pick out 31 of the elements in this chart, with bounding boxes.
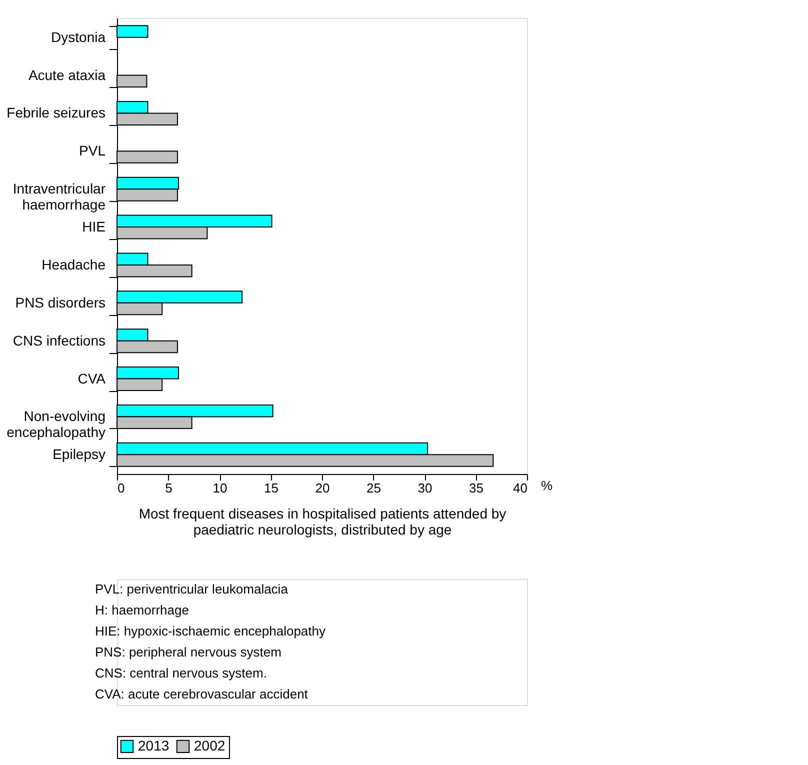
text: CVA: acute cerebrovascular accident — [95, 686, 308, 702]
legend-label: 2002 — [194, 737, 226, 754]
x-tick-label: 40 — [513, 480, 528, 496]
y-tick-label: Intraventricular haemorrhage — [12, 180, 106, 213]
x-tick-label: 20 — [315, 480, 330, 496]
x-tick-label: 25 — [366, 480, 381, 496]
x-tick-label: 5 — [165, 480, 172, 496]
text: PVL: periventricular leukomalacia — [95, 582, 289, 596]
text: HIE: hypoxic-ischaemic encephalopathy — [95, 624, 326, 638]
y-tick-label: Acute ataxia — [28, 66, 106, 83]
x-tick-label: 35 — [469, 480, 484, 496]
y-tick-label: Headache — [42, 256, 106, 272]
legend-label: 2013 — [138, 737, 170, 754]
y-tick-label: HIE — [82, 218, 106, 235]
x-tick-label: 15 — [264, 480, 278, 496]
y-tick-label: CNS infections — [12, 332, 106, 348]
y-tick-label: Dystonia — [51, 28, 106, 45]
text: PNS: peripheral nervous system — [95, 644, 282, 660]
x-tick-label: 0 — [118, 480, 125, 496]
x-axis-title: Most frequent diseases in hospitalised patients attended by paediatric neurologists, distributed by age — [138, 506, 506, 538]
y-tick-label: Epilepsy — [52, 446, 106, 462]
y-tick-label: PVL — [79, 142, 106, 159]
x-tick-label: 30 — [418, 480, 432, 496]
x-tick-label: 10 — [212, 480, 228, 496]
text: CNS: central nervous system. — [95, 666, 267, 680]
text: H: haemorrhage — [95, 602, 189, 618]
text: % — [541, 478, 553, 493]
y-tick-label: Non-evolving encephalopathy — [6, 408, 106, 440]
y-tick-label: Febrile seizures — [6, 104, 106, 121]
y-tick-label: PNS disorders — [15, 294, 106, 310]
y-tick-label: CVA — [78, 370, 106, 386]
